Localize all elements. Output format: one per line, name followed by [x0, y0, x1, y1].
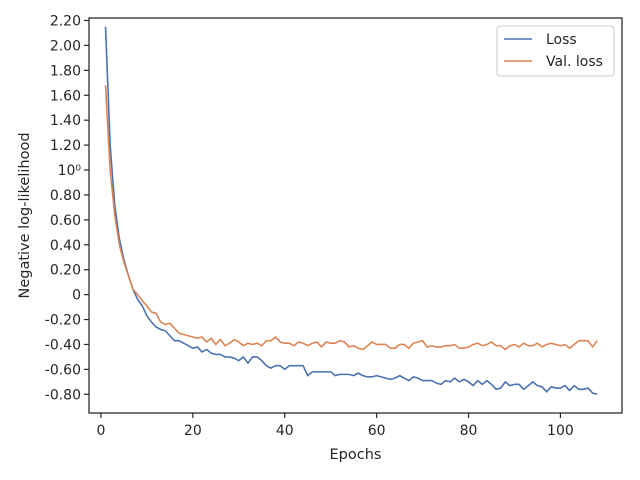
y-tick-label: -0.40 — [45, 337, 81, 353]
y-axis-label: Negative log-likelihood — [17, 132, 33, 298]
y-tick-label: 1.20 — [50, 138, 81, 154]
y-axis: 2.20 2.00 1.80 1.60 1.40 1.20 10⁰ 0.80 0.60 0.40 0… — [45, 13, 89, 403]
plot-area — [104, 26, 598, 396]
y-tick-label: -0.60 — [45, 362, 81, 378]
x-tick-label: 40 — [276, 423, 294, 439]
series-line-val-loss — [104, 85, 598, 351]
x-axis-label: Epochs — [330, 447, 382, 463]
y-tick-label: 2.00 — [50, 38, 81, 54]
y-tick-label: -0.80 — [45, 387, 81, 403]
y-tick-label: 10⁰ — [58, 163, 82, 179]
y-tick-label: 0.20 — [50, 263, 81, 279]
legend-label-val-loss: Val. loss — [546, 54, 603, 70]
y-tick-label: 1.40 — [50, 113, 81, 129]
x-tick-label: 80 — [460, 423, 478, 439]
series-line-loss — [104, 26, 598, 396]
x-tick-label: 60 — [368, 423, 386, 439]
y-tick-label: 1.80 — [50, 63, 81, 79]
x-tick-label: 0 — [96, 423, 105, 439]
x-tick-label: 100 — [547, 423, 574, 439]
x-tick-label: 20 — [184, 423, 202, 439]
y-tick-label: 0.80 — [50, 188, 81, 204]
legend: Loss Val. loss — [496, 25, 615, 77]
legend-label-loss: Loss — [546, 32, 577, 48]
y-tick-label: 2.20 — [50, 13, 81, 29]
y-tick-label: 0 — [72, 288, 81, 304]
axes-frame — [88, 17, 623, 414]
y-tick-label: 0.60 — [50, 213, 81, 229]
y-tick-label: 0.40 — [50, 238, 81, 254]
x-axis: 0 20 40 60 80 100 — [96, 413, 574, 439]
y-tick-label: 1.60 — [50, 88, 81, 104]
y-tick-label: -0.20 — [45, 313, 81, 329]
